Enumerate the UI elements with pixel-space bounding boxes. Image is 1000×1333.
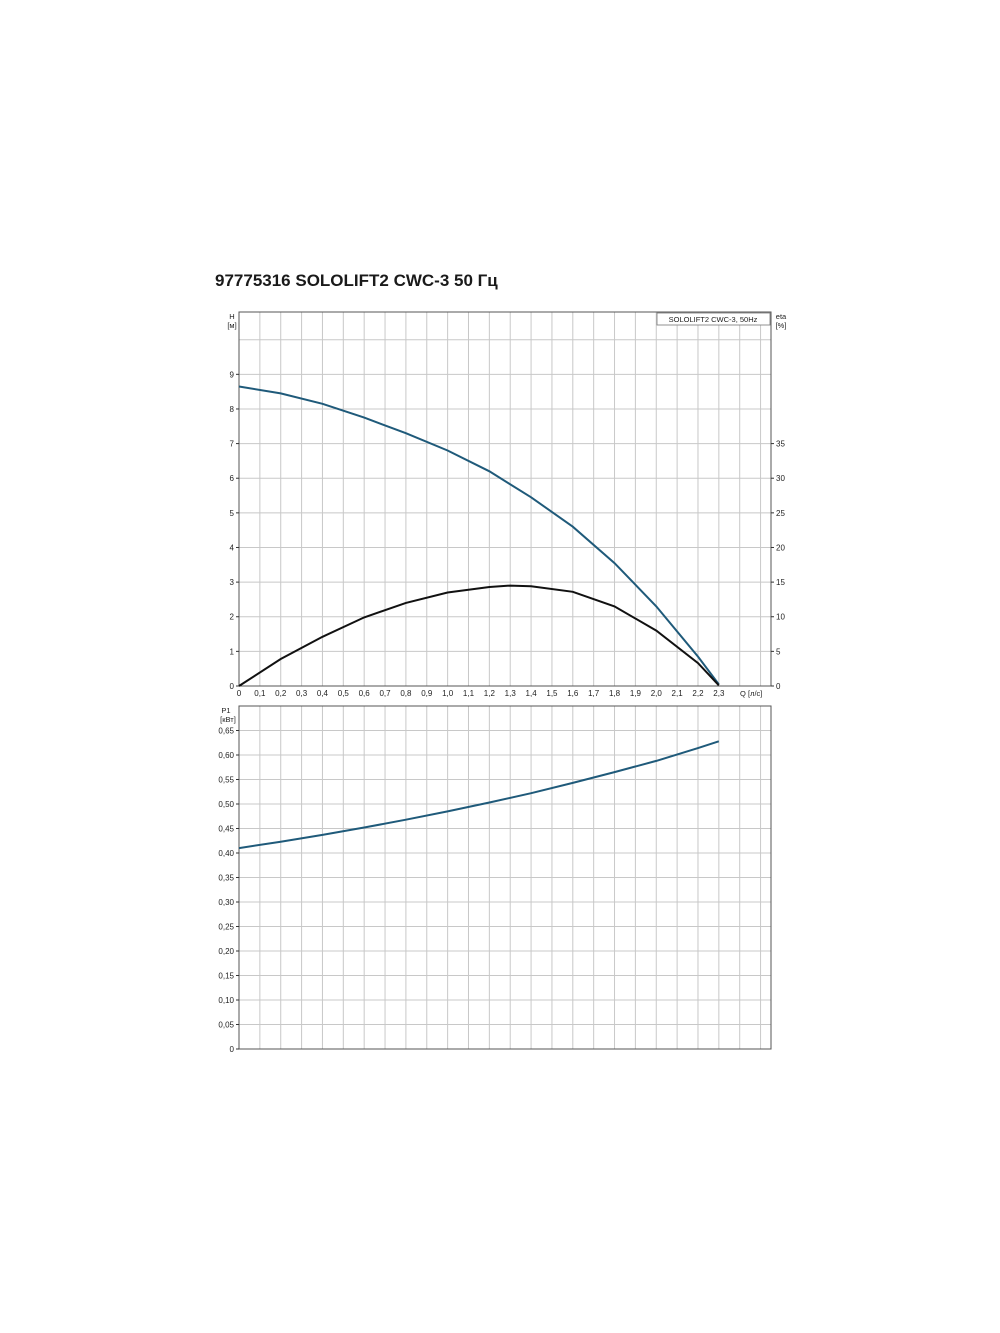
x-axis-label: Q xyxy=(740,689,746,698)
y2-tick-label: 20 xyxy=(776,543,785,552)
x-tick-label: 1,4 xyxy=(526,689,538,698)
y-tick-label: 8 xyxy=(230,405,235,414)
y2-axis-label: eta xyxy=(776,312,787,321)
x-tick-label: 0,9 xyxy=(421,689,433,698)
p1-tick-label: 0,50 xyxy=(218,800,234,809)
y-tick-label: 0 xyxy=(230,682,235,691)
y-tick-label: 1 xyxy=(230,647,235,656)
x-tick-label: 1,3 xyxy=(505,689,517,698)
p1-tick-label: 0,30 xyxy=(218,898,234,907)
p1-curve-line xyxy=(238,740,720,850)
p1-tick-label: 0,25 xyxy=(218,923,234,932)
y2-axis-unit: [%] xyxy=(776,321,787,330)
p1-tick-label: 0,40 xyxy=(218,849,234,858)
y-tick-label: 3 xyxy=(230,578,235,587)
p1-tick-label: 0,55 xyxy=(218,776,234,785)
p1-axis-label: P1 xyxy=(221,706,230,715)
legend-box xyxy=(656,312,771,326)
y2-tick-label: 15 xyxy=(776,578,785,587)
legend-label: SOLOLIFT2 CWC-3, 50Hz xyxy=(669,315,758,324)
x-tick-label: 1,9 xyxy=(630,689,642,698)
head-curve-line xyxy=(238,385,720,685)
p1-tick-label: 0,05 xyxy=(218,1021,234,1030)
p1-tick-label: 0,60 xyxy=(218,751,234,760)
x-tick-label: 0,3 xyxy=(296,689,308,698)
y-tick-label: 6 xyxy=(230,474,235,483)
page-title: 97775316 SOLOLIFT2 CWC-3 50 Гц xyxy=(215,271,498,290)
y2-tick-label: 35 xyxy=(776,440,785,449)
y2-tick-label: 0 xyxy=(776,682,781,691)
x-tick-label: 2,2 xyxy=(692,689,704,698)
x-tick-label: 0,7 xyxy=(379,689,391,698)
y2-tick-label: 25 xyxy=(776,509,785,518)
p1-tick-label: 0,10 xyxy=(218,996,234,1005)
x-tick-label: 2,0 xyxy=(651,689,663,698)
x-tick-label: 2,3 xyxy=(713,689,725,698)
x-tick-label: 1,6 xyxy=(567,689,579,698)
x-tick-label: 0,6 xyxy=(359,689,371,698)
x-tick-label: 0 xyxy=(237,689,242,698)
x-axis-unit: [л/с] xyxy=(748,689,762,698)
y2-tick-label: 30 xyxy=(776,474,785,483)
power-chart: 0 0,05 0,10 0,15 0,20 0,25 0,30 0,35 0,40 0,45 0,5… xyxy=(218,705,772,1054)
head-eta-chart: 0 1 2 3 4 5 6 7 8 9 0 5 10 15 20 25 30 35 0 0,1 0,2 0,3 0,4 0,5… xyxy=(227,311,787,698)
x-tick-label: 1,7 xyxy=(588,689,600,698)
x-tick-label: 0,1 xyxy=(254,689,266,698)
x-tick-label: 0,5 xyxy=(338,689,350,698)
p1-tick-label: 0 xyxy=(230,1045,235,1054)
x-tick-label: 2,1 xyxy=(672,689,684,698)
y-axis-label: H xyxy=(229,312,234,321)
p1-tick-label: 0,65 xyxy=(218,727,234,736)
x-tick-label: 0,4 xyxy=(317,689,329,698)
x-tick-label: 1,1 xyxy=(463,689,475,698)
y2-tick-label: 5 xyxy=(776,647,781,656)
p1-tick-label: 0,45 xyxy=(218,825,234,834)
y-tick-label: 7 xyxy=(230,440,235,449)
y-axis-unit: [м] xyxy=(227,321,236,330)
y-tick-label: 2 xyxy=(230,613,235,622)
p1-tick-label: 0,20 xyxy=(218,947,234,956)
x-tick-label: 1,0 xyxy=(442,689,454,698)
y-tick-label: 9 xyxy=(230,370,235,379)
eta-curve-line xyxy=(238,584,720,687)
p1-axis-unit: [кВт] xyxy=(220,715,236,724)
top-frame xyxy=(238,311,772,687)
y-tick-label: 5 xyxy=(230,509,235,518)
y2-tick-label: 10 xyxy=(776,613,785,622)
x-tick-label: 1,2 xyxy=(484,689,496,698)
x-tick-label: 0,8 xyxy=(400,689,412,698)
y-tick-label: 4 xyxy=(230,543,235,552)
p1-tick-label: 0,15 xyxy=(218,972,234,981)
p1-tick-label: 0,35 xyxy=(218,874,234,883)
x-tick-label: 1,5 xyxy=(546,689,558,698)
x-tick-label: 0,2 xyxy=(275,689,287,698)
x-tick-label: 1,8 xyxy=(609,689,621,698)
